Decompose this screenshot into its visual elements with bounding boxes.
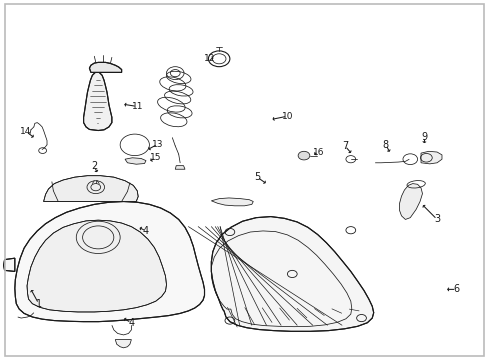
Text: 7: 7 (341, 141, 347, 151)
Polygon shape (125, 158, 146, 164)
Polygon shape (420, 151, 441, 164)
Text: 4: 4 (142, 226, 149, 236)
Text: 8: 8 (382, 140, 388, 150)
Text: 5: 5 (254, 172, 260, 182)
Text: 1: 1 (36, 299, 41, 309)
Polygon shape (3, 258, 15, 271)
Text: 12: 12 (203, 54, 215, 63)
Text: 13: 13 (152, 140, 163, 149)
Text: 9: 9 (421, 132, 427, 142)
Polygon shape (83, 72, 112, 131)
Text: 16: 16 (312, 148, 324, 157)
Text: 3: 3 (433, 215, 439, 224)
Polygon shape (211, 198, 253, 206)
Polygon shape (43, 176, 138, 202)
Polygon shape (89, 62, 122, 72)
Polygon shape (115, 339, 131, 348)
Polygon shape (27, 220, 166, 312)
Text: 10: 10 (281, 112, 293, 121)
Polygon shape (211, 217, 373, 331)
Circle shape (298, 151, 309, 160)
Polygon shape (15, 202, 204, 321)
Text: 4: 4 (128, 318, 134, 328)
Text: 14: 14 (20, 127, 32, 136)
Text: 6: 6 (453, 284, 459, 294)
Polygon shape (399, 184, 422, 220)
Text: 15: 15 (150, 153, 161, 162)
Text: 11: 11 (131, 102, 142, 111)
Polygon shape (175, 166, 184, 169)
Text: 2: 2 (91, 161, 97, 171)
